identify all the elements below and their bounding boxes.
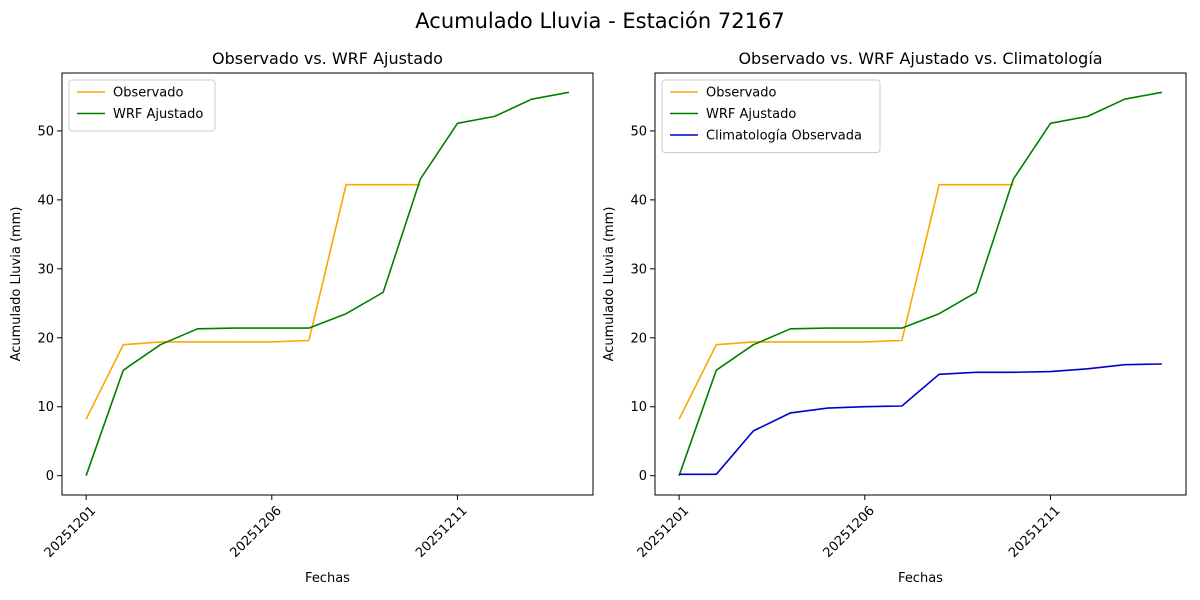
- x-tick-label: 20251201: [635, 503, 692, 560]
- plot-frame: [61, 72, 594, 496]
- series-line-wrf-ajustado: [678, 91, 1163, 476]
- y-tick-label: 0: [639, 469, 647, 484]
- y-tick-label: 10: [630, 400, 647, 415]
- series-line-observado: [678, 183, 1014, 420]
- chart-title: Observado vs. WRF Ajustado vs. Climatolo…: [738, 49, 1102, 68]
- legend-entry: Climatología Observada: [706, 129, 862, 144]
- y-tick-label: 30: [37, 262, 54, 277]
- plot-frame: [654, 72, 1187, 496]
- legend-entry: WRF Ajustado: [113, 107, 203, 122]
- legend-entry: WRF Ajustado: [706, 107, 796, 122]
- x-tick-label: 20251201: [42, 503, 99, 560]
- legend-entry: Observado: [113, 86, 184, 101]
- y-tick-label: 40: [630, 193, 647, 208]
- x-tick-label: 20251206: [227, 503, 284, 560]
- series-line-observado: [85, 183, 421, 420]
- chart-left: Observado vs. WRF Ajustado 0 10 20 30 40 50 202…: [9, 49, 594, 586]
- x-tick-label: 20251211: [1006, 503, 1063, 560]
- series-line-wrf-ajustado: [85, 91, 570, 476]
- legend: Observado WRF Ajustado: [68, 79, 216, 132]
- legend-entry: Observado: [706, 86, 777, 101]
- chart-right: Observado vs. WRF Ajustado vs. Climatolo…: [602, 49, 1187, 586]
- x-tick-label: 20251211: [413, 503, 470, 560]
- x-axis-label: Fechas: [898, 571, 943, 586]
- y-axis-label: Acumulado Lluvia (mm): [9, 207, 24, 362]
- y-tick-label: 50: [37, 124, 54, 139]
- y-tick-label: 0: [46, 469, 54, 484]
- y-tick-label: 30: [630, 262, 647, 277]
- y-tick-label: 10: [37, 400, 54, 415]
- x-axis-label: Fechas: [305, 571, 350, 586]
- legend: Observado WRF Ajustado Climatología Observ…: [661, 79, 881, 153]
- y-tick-label: 50: [630, 124, 647, 139]
- figure-suptitle: Acumulado Lluvia - Estación 72167: [415, 9, 784, 33]
- y-tick-label: 40: [37, 193, 54, 208]
- y-tick-label: 20: [630, 331, 647, 346]
- x-tick-label: 20251206: [820, 503, 877, 560]
- series-line-climatologia-observada: [679, 363, 1162, 476]
- y-axis-label: Acumulado Lluvia (mm): [602, 207, 617, 362]
- chart-title: Observado vs. WRF Ajustado: [212, 49, 443, 68]
- legend-box: [68, 79, 216, 132]
- legend-box: [661, 79, 881, 153]
- y-tick-label: 20: [37, 331, 54, 346]
